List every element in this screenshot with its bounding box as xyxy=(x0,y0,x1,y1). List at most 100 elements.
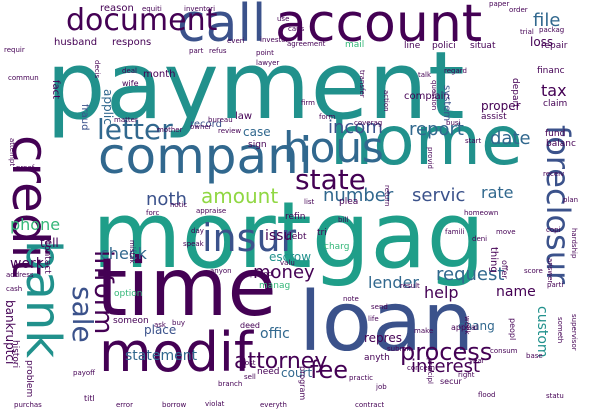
word-record: record xyxy=(190,119,222,130)
word-address: address xyxy=(6,271,34,279)
word-coverag: coverag xyxy=(354,119,383,127)
word-everyth: everyth xyxy=(260,401,287,409)
word-branch: branch xyxy=(218,380,243,388)
word-wife: wife xyxy=(122,79,139,88)
word-loss: loss xyxy=(530,35,554,49)
word-assist: assist xyxy=(481,112,507,122)
word-tax: tax xyxy=(541,81,567,100)
word-respons: respons xyxy=(112,37,152,48)
word-caus: caus xyxy=(288,25,305,33)
word-period: period xyxy=(250,270,273,278)
word-inventori: inventori xyxy=(184,5,216,13)
word-answer: answer xyxy=(546,258,554,284)
word-contact: contact xyxy=(42,240,52,274)
word-agreement: agreement xyxy=(287,40,326,48)
word-file: file xyxy=(533,10,561,31)
word-job: job xyxy=(376,383,387,391)
word-modif: modif xyxy=(99,321,253,384)
word-plan: plan xyxy=(563,196,579,204)
word-servic: servic xyxy=(412,185,466,206)
word-lender: lender xyxy=(368,273,420,292)
word-owner: owner xyxy=(190,123,212,131)
word-statement: statement xyxy=(125,348,198,364)
word-contract: contract xyxy=(355,401,385,409)
word-attorney: attorney xyxy=(234,349,328,374)
word-insur: insur xyxy=(202,216,297,260)
word-titl: titl xyxy=(84,394,95,403)
word-loan: loan xyxy=(299,275,475,370)
word-fact: fact xyxy=(50,80,61,100)
word-notic: notic xyxy=(170,201,188,209)
word-plea: plea xyxy=(339,197,359,207)
word-thing: thing xyxy=(488,247,499,273)
word-escrow: escrow xyxy=(269,250,312,264)
word-system: system xyxy=(441,85,452,122)
word-order: order xyxy=(509,6,528,14)
word-repres: repres xyxy=(364,331,402,345)
word-question: question xyxy=(430,80,438,111)
word-deni: deni xyxy=(472,235,488,243)
word-repair: repair xyxy=(541,41,568,51)
word-manag: manag xyxy=(259,281,291,291)
word-equiti: equiti xyxy=(142,5,162,13)
word-depart: depart xyxy=(510,78,520,108)
word-phone: phone xyxy=(10,215,61,234)
word-month: month xyxy=(143,69,176,80)
word-life: life xyxy=(368,315,379,323)
word-attempt: attempt xyxy=(8,138,16,167)
word-decis: decis xyxy=(93,60,101,79)
word-polici: polici xyxy=(432,41,456,51)
word-request: request xyxy=(436,264,505,285)
word-refus: refus xyxy=(209,47,227,55)
word-letter: letter xyxy=(97,113,173,146)
word-need: need xyxy=(257,367,280,377)
word-compani: compani xyxy=(98,127,313,185)
word-applic: applic xyxy=(101,89,115,125)
word-program: program xyxy=(298,366,307,401)
word-check: check xyxy=(100,244,147,263)
word-someth: someth xyxy=(556,317,564,344)
word-reason: reason xyxy=(100,3,134,14)
word-ask: ask xyxy=(154,321,166,329)
word-parti: parti xyxy=(547,281,564,289)
word-process: process xyxy=(400,338,493,366)
word-complain: complain xyxy=(404,91,450,102)
word-document: document xyxy=(66,3,218,38)
word-bill: bill xyxy=(338,216,349,224)
word-charg: charg xyxy=(324,242,350,252)
word-issu: issu xyxy=(265,228,293,244)
word-lawyer: lawyer xyxy=(256,59,280,67)
word-place: place xyxy=(144,323,177,337)
word-tri: tri xyxy=(317,228,327,238)
word-chang: chang xyxy=(458,319,495,333)
word-trial: trial xyxy=(520,28,534,36)
word-proper: proper xyxy=(481,99,521,113)
word-point: point xyxy=(256,49,274,57)
word-concern: concern xyxy=(407,364,435,372)
word-borrow: borrow xyxy=(162,401,187,409)
word-homeown: homeown xyxy=(464,209,499,217)
word-practic: practic xyxy=(349,374,373,382)
word-start: start xyxy=(465,137,482,145)
word-state: state xyxy=(295,163,366,196)
word-regard: regard xyxy=(444,67,467,75)
word-consum: consum xyxy=(490,347,518,355)
word-anyon: anyon xyxy=(210,267,232,275)
word-name: name xyxy=(496,284,536,300)
word-valu: valu xyxy=(280,259,295,267)
word-review: review xyxy=(218,127,242,135)
word-move: move xyxy=(496,228,516,236)
word-receiv: receiv xyxy=(543,170,565,178)
word-date: date xyxy=(490,128,531,149)
word-matter: matter xyxy=(114,116,138,124)
word-firm: firm xyxy=(301,99,315,107)
word-situat: situat xyxy=(470,41,496,51)
word-cash: cash xyxy=(6,285,23,293)
word-form: form xyxy=(319,113,336,121)
word-sign: sign xyxy=(248,140,267,150)
word-purchas: purchas xyxy=(14,401,42,409)
word-speak: speak xyxy=(183,240,204,248)
word-everi: everi xyxy=(227,37,245,45)
word-statu: statu xyxy=(546,392,564,400)
